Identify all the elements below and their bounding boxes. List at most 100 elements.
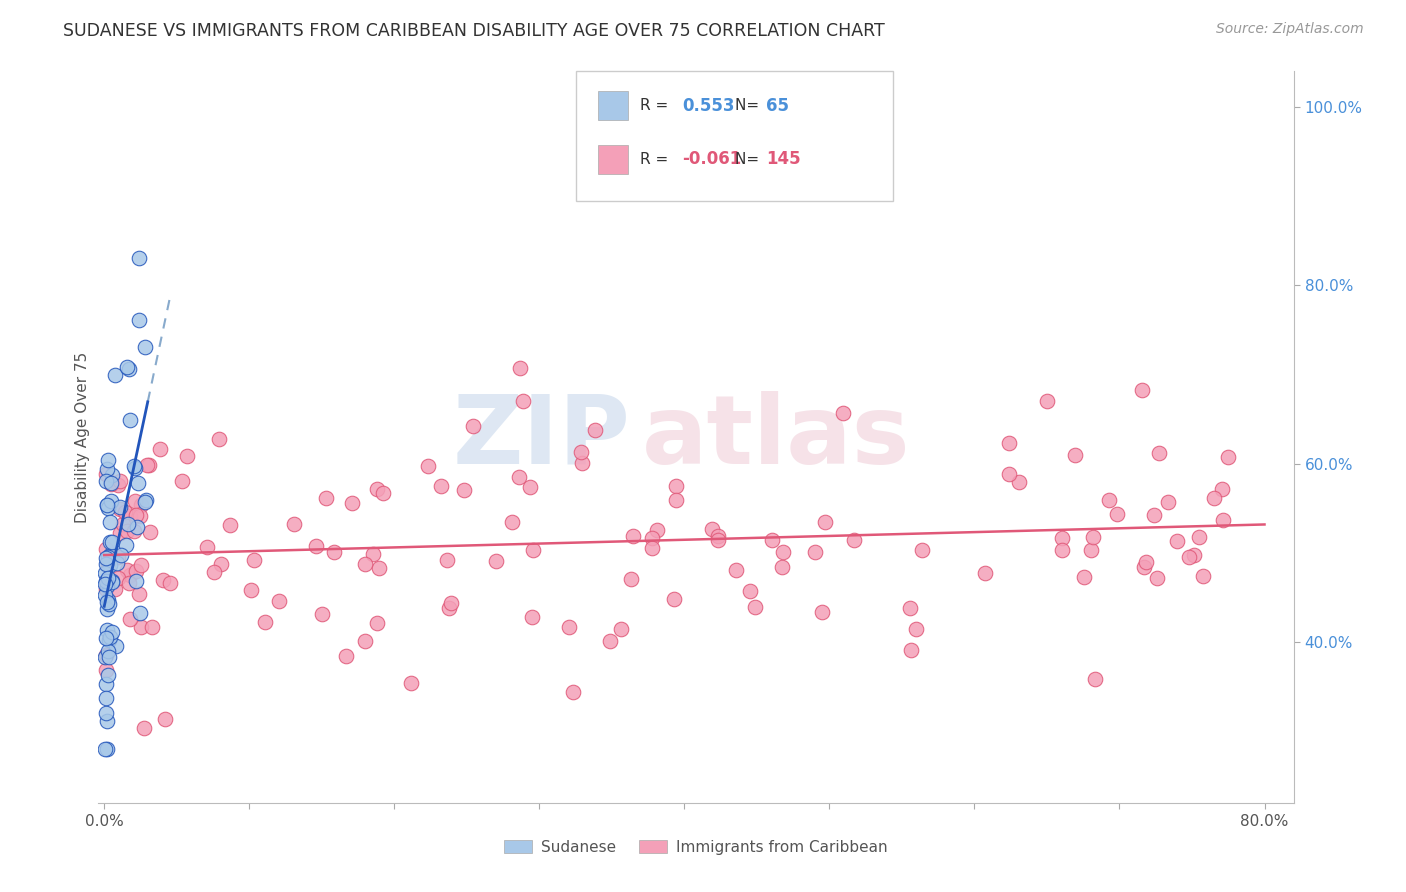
- Point: [911, 542, 934, 557]
- Point: [1192, 569, 1215, 583]
- Point: [97, 501, 120, 516]
- Point: [772, 545, 794, 559]
- Point: [738, 584, 761, 599]
- Point: [436, 553, 458, 567]
- Point: [208, 433, 231, 447]
- Point: [1073, 569, 1095, 583]
- Point: [665, 492, 688, 507]
- Point: [139, 524, 162, 539]
- Point: [118, 568, 141, 582]
- Point: [125, 574, 148, 588]
- Point: [571, 456, 593, 470]
- Point: [114, 505, 136, 519]
- Point: [94, 582, 117, 596]
- Point: [621, 528, 644, 542]
- Point: [1036, 393, 1059, 408]
- Point: [509, 360, 531, 375]
- Point: [641, 531, 664, 545]
- Point: [641, 541, 664, 556]
- Point: [129, 620, 152, 634]
- Point: [128, 587, 150, 601]
- Point: [195, 541, 218, 555]
- Text: N=: N=: [735, 152, 765, 167]
- Point: [1107, 507, 1129, 521]
- Point: [94, 677, 117, 691]
- Point: [707, 529, 730, 543]
- Point: [1081, 530, 1104, 544]
- Point: [1130, 383, 1153, 397]
- Point: [129, 558, 152, 573]
- Point: [98, 631, 121, 645]
- Point: [96, 690, 118, 705]
- Point: [125, 565, 148, 579]
- Text: atlas: atlas: [643, 391, 911, 483]
- Point: [127, 475, 149, 490]
- Point: [117, 563, 139, 577]
- Point: [725, 563, 748, 577]
- Point: [97, 557, 120, 571]
- Point: [128, 313, 150, 327]
- Point: [98, 558, 121, 572]
- Text: -0.061: -0.061: [682, 150, 741, 169]
- Point: [770, 559, 793, 574]
- Point: [124, 461, 146, 475]
- Point: [1050, 543, 1073, 558]
- Point: [104, 639, 127, 653]
- Point: [118, 575, 141, 590]
- Point: [1178, 549, 1201, 564]
- Point: [522, 609, 544, 624]
- Point: [1212, 513, 1234, 527]
- Point: [96, 579, 118, 593]
- Point: [108, 502, 131, 516]
- Point: [96, 601, 118, 615]
- Point: [96, 706, 118, 720]
- Point: [485, 554, 508, 568]
- Point: [311, 607, 333, 621]
- Point: [315, 491, 337, 505]
- Point: [366, 615, 388, 630]
- Point: [97, 453, 120, 467]
- Point: [117, 516, 139, 531]
- Point: [253, 615, 276, 630]
- Point: [707, 533, 730, 547]
- Point: [832, 406, 855, 420]
- Text: ZIP: ZIP: [453, 391, 630, 483]
- Point: [132, 721, 155, 735]
- Point: [453, 483, 475, 497]
- Point: [323, 545, 346, 559]
- Text: 0.553: 0.553: [682, 96, 734, 115]
- Point: [96, 714, 118, 729]
- Point: [110, 548, 132, 562]
- Point: [115, 538, 138, 552]
- Point: [98, 535, 121, 549]
- Point: [134, 495, 156, 509]
- Text: SUDANESE VS IMMIGRANTS FROM CARIBBEAN DISABILITY AGE OVER 75 CORRELATION CHART: SUDANESE VS IMMIGRANTS FROM CARIBBEAN DI…: [63, 22, 884, 40]
- Point: [94, 742, 117, 756]
- Point: [561, 685, 583, 699]
- Y-axis label: Disability Age Over 75: Disability Age Over 75: [75, 351, 90, 523]
- Point: [813, 515, 835, 529]
- Point: [1135, 556, 1157, 570]
- Point: [131, 498, 153, 512]
- Point: [354, 558, 377, 572]
- Point: [135, 458, 157, 473]
- Point: [283, 516, 305, 531]
- Point: [844, 533, 866, 547]
- Point: [94, 551, 117, 566]
- Point: [97, 597, 120, 611]
- Point: [94, 588, 117, 602]
- Point: [900, 643, 922, 657]
- Point: [159, 576, 181, 591]
- Point: [97, 649, 120, 664]
- Point: [96, 575, 118, 590]
- Point: [569, 445, 592, 459]
- Point: [124, 493, 146, 508]
- Point: [998, 467, 1021, 482]
- Point: [111, 516, 134, 531]
- Point: [267, 594, 290, 608]
- Text: Source: ZipAtlas.com: Source: ZipAtlas.com: [1216, 22, 1364, 37]
- Point: [96, 592, 118, 607]
- Point: [620, 572, 643, 586]
- Point: [700, 522, 723, 536]
- Point: [1211, 482, 1233, 496]
